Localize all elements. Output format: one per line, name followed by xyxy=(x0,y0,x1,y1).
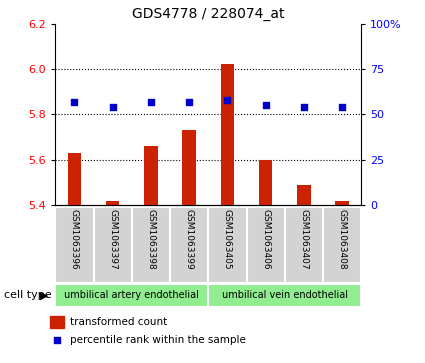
Text: percentile rank within the sample: percentile rank within the sample xyxy=(71,335,246,345)
Text: GSM1063396: GSM1063396 xyxy=(70,209,79,270)
Point xyxy=(339,104,346,110)
FancyBboxPatch shape xyxy=(208,284,361,307)
Bar xyxy=(182,130,196,205)
Point xyxy=(71,99,78,105)
Text: GSM1063405: GSM1063405 xyxy=(223,209,232,270)
FancyBboxPatch shape xyxy=(208,207,246,283)
Text: ▶: ▶ xyxy=(40,290,49,301)
Point xyxy=(262,102,269,108)
Text: GSM1063399: GSM1063399 xyxy=(184,209,194,270)
Point xyxy=(224,97,231,103)
FancyBboxPatch shape xyxy=(55,207,94,283)
Bar xyxy=(221,65,234,205)
Text: cell type: cell type xyxy=(4,290,52,301)
FancyBboxPatch shape xyxy=(170,207,208,283)
Text: GSM1063398: GSM1063398 xyxy=(146,209,156,270)
Point xyxy=(300,104,307,110)
Text: GSM1063406: GSM1063406 xyxy=(261,209,270,270)
Bar xyxy=(259,160,272,205)
Title: GDS4778 / 228074_at: GDS4778 / 228074_at xyxy=(132,7,284,21)
FancyBboxPatch shape xyxy=(246,207,285,283)
Point xyxy=(109,104,116,110)
FancyBboxPatch shape xyxy=(94,207,132,283)
Text: GSM1063397: GSM1063397 xyxy=(108,209,117,270)
Bar xyxy=(297,185,311,205)
Text: umbilical artery endothelial: umbilical artery endothelial xyxy=(64,290,199,301)
FancyBboxPatch shape xyxy=(132,207,170,283)
Bar xyxy=(50,316,64,327)
Point xyxy=(147,99,154,105)
Bar xyxy=(106,201,119,205)
FancyBboxPatch shape xyxy=(285,207,323,283)
Text: GSM1063408: GSM1063408 xyxy=(337,209,347,270)
Bar xyxy=(335,201,349,205)
Text: GSM1063407: GSM1063407 xyxy=(299,209,309,270)
Point xyxy=(186,99,193,105)
Point xyxy=(54,337,60,343)
Bar xyxy=(144,146,158,205)
FancyBboxPatch shape xyxy=(55,284,208,307)
FancyBboxPatch shape xyxy=(323,207,361,283)
Bar xyxy=(68,153,81,205)
Text: umbilical vein endothelial: umbilical vein endothelial xyxy=(222,290,348,301)
Text: transformed count: transformed count xyxy=(71,317,167,327)
